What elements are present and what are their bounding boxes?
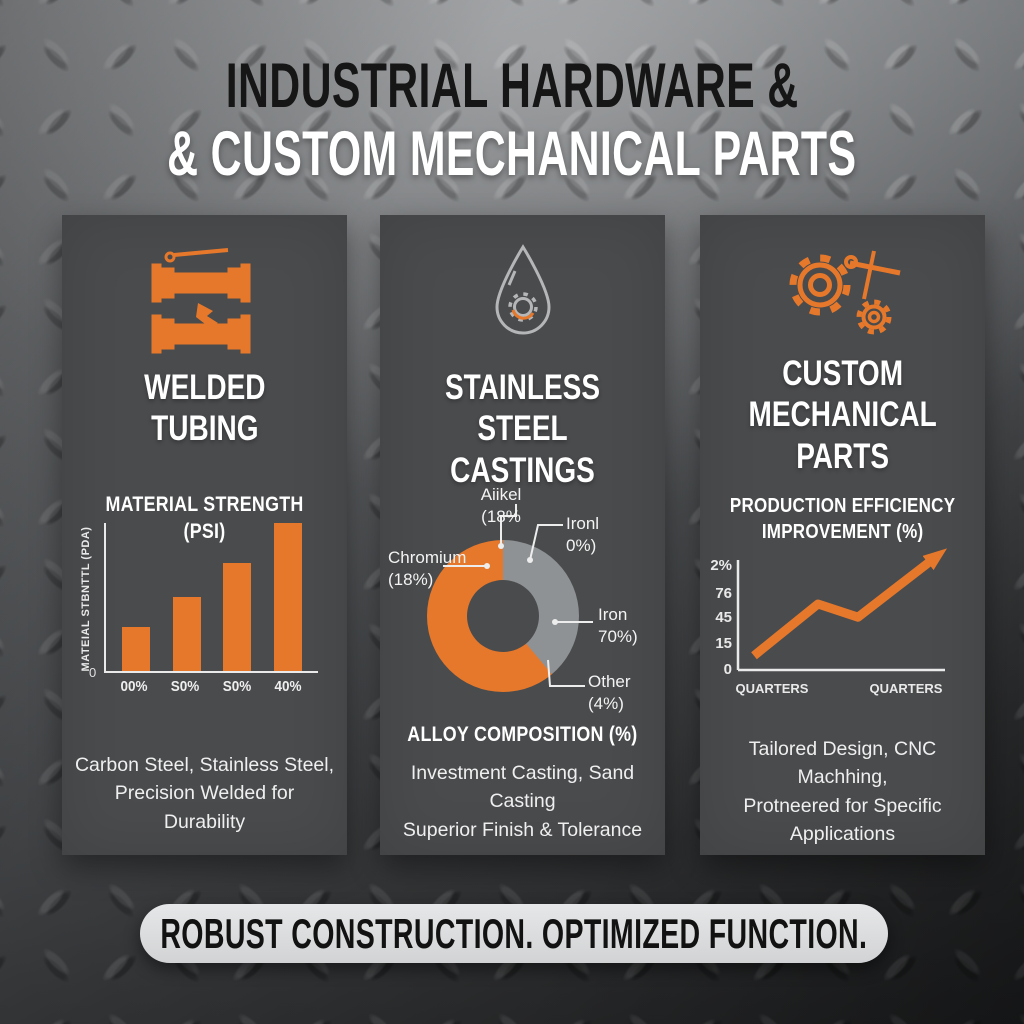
donut-label-iron-0: Ironl 0%) [566, 514, 600, 555]
line-y-tick-5: 0 [724, 661, 732, 678]
donut-label-chromium: Chromium (18%) [388, 548, 467, 589]
donut-label-other: Other (4%) [588, 672, 631, 713]
page-title: INDUSTRIAL HARDWARE & & CUSTOM MECHANICA… [0, 52, 1024, 188]
card3-title: CUSTOM MECHANICAL PARTS [748, 354, 937, 476]
card2-chart-heading: ALLOY COMPOSITION (%) [407, 723, 638, 746]
bar-chart-origin-label: 0 [89, 665, 97, 680]
card3-description: Tailored Design, CNC Machhing, Protneere… [743, 738, 942, 845]
line-x-tick-1: QUARTERS [736, 681, 809, 696]
card1-description: Carbon Steel, Stainless Steel, Precision… [74, 754, 335, 833]
bar-chart-y-axis-label: MATEIAL STBNTTL (PDA) [80, 526, 92, 672]
bottom-banner: ROBUST CONSTRUCTION. OPTIMIZED FUNCTION. [140, 904, 888, 963]
bar-4 [273, 523, 302, 671]
card1-title: WELDED TUBING [143, 368, 266, 449]
line-x-tick-2: QUARTERS [870, 681, 943, 696]
gears-caliper-icon [700, 243, 985, 343]
bar-chart-plot-area: 0 [89, 523, 318, 680]
banner-text: ROBUST CONSTRUCTION. OPTIMIZED FUNCTION. [160, 909, 868, 957]
bar-1 [122, 627, 150, 671]
donut-label-iron-70: Iron 70%) [598, 605, 638, 646]
x-tick-4: 40% [274, 678, 302, 695]
line-y-tick-3: 45 [715, 609, 732, 626]
card-custom-mechanical-parts: CUSTOM MECHANICAL PARTS PRODUCTION EFFIC… [700, 215, 985, 855]
card-stainless-steel-castings: STAINLESS STEEL CASTINGS Aiikel (18% Iro… [380, 215, 665, 855]
title-line-2: & CUSTOM MECHANICAL PARTS [167, 119, 857, 190]
line-y-tick-4: 15 [715, 635, 732, 652]
bar-chart: MATEIAL STBNTTL (PDA) 0 00% S0% S0% 40% [78, 523, 318, 695]
card2-description: Investment Casting, Sand Casting Superio… [402, 762, 643, 841]
donut-leader-lines [443, 504, 593, 687]
card3-chart-heading: PRODUCTION EFFICIENCY IMPROVEMENT (%) [729, 495, 956, 543]
card1-chart-heading: MATERIAL STRENGTH (PSI) [105, 493, 304, 544]
trend-line [751, 548, 948, 660]
line-y-tick-1: 2% [710, 557, 732, 574]
bar-chart-x-ticks: 00% S0% S0% 40% [104, 673, 318, 695]
bar-2 [172, 597, 201, 671]
card2-title: STAINLESS STEEL CASTINGS [444, 368, 601, 490]
droplet-gear-icon [380, 243, 665, 339]
x-tick-1: 00% [120, 678, 148, 695]
welded-pipes-icon [62, 243, 347, 355]
line-chart: 2% 76 45 15 0 QUARTERS QUARTERS [710, 537, 972, 705]
line-y-tick-2: 76 [715, 585, 732, 602]
x-tick-3: S0% [222, 678, 251, 695]
card-welded-tubing: WELDED TUBING MATERIAL STRENGTH (PSI) MA… [62, 215, 347, 855]
donut-chart: Aiikel (18% Ironl 0%) Chromium (18%) Iro… [380, 483, 665, 715]
bar-3 [223, 563, 252, 671]
donut-label-nickel: Aiikel (18% [480, 485, 522, 526]
x-tick-2: S0% [171, 678, 200, 695]
title-line-1: INDUSTRIAL HARDWARE & [225, 51, 799, 121]
